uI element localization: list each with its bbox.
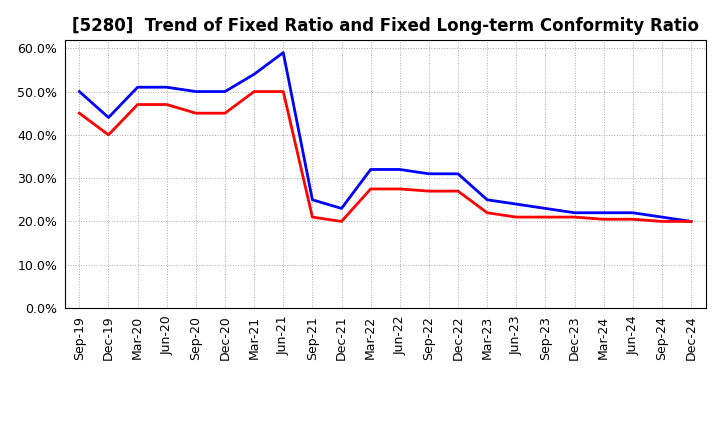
Fixed Long-term Conformity Ratio <box>250 89 258 94</box>
Fixed Ratio <box>75 89 84 94</box>
Title: [5280]  Trend of Fixed Ratio and Fixed Long-term Conformity Ratio: [5280] Trend of Fixed Ratio and Fixed Lo… <box>72 17 698 35</box>
Fixed Long-term Conformity Ratio <box>308 214 317 220</box>
Fixed Ratio <box>192 89 200 94</box>
Fixed Ratio <box>395 167 404 172</box>
Fixed Long-term Conformity Ratio <box>395 186 404 191</box>
Fixed Ratio <box>337 206 346 211</box>
Fixed Ratio <box>454 171 462 176</box>
Fixed Ratio <box>599 210 608 216</box>
Fixed Long-term Conformity Ratio <box>75 110 84 116</box>
Fixed Ratio <box>629 210 637 216</box>
Fixed Long-term Conformity Ratio <box>454 188 462 194</box>
Fixed Ratio <box>541 206 550 211</box>
Fixed Long-term Conformity Ratio <box>425 188 433 194</box>
Fixed Ratio <box>483 197 492 202</box>
Fixed Long-term Conformity Ratio <box>220 110 229 116</box>
Fixed Long-term Conformity Ratio <box>483 210 492 216</box>
Fixed Ratio <box>133 84 142 90</box>
Fixed Ratio <box>657 214 666 220</box>
Fixed Ratio <box>104 115 113 120</box>
Fixed Ratio <box>366 167 375 172</box>
Line: Fixed Long-term Conformity Ratio: Fixed Long-term Conformity Ratio <box>79 92 691 221</box>
Fixed Ratio <box>512 202 521 207</box>
Fixed Long-term Conformity Ratio <box>570 214 579 220</box>
Fixed Long-term Conformity Ratio <box>337 219 346 224</box>
Fixed Ratio <box>570 210 579 216</box>
Fixed Long-term Conformity Ratio <box>133 102 142 107</box>
Fixed Long-term Conformity Ratio <box>541 214 550 220</box>
Fixed Ratio <box>308 197 317 202</box>
Fixed Long-term Conformity Ratio <box>366 186 375 191</box>
Fixed Ratio <box>220 89 229 94</box>
Fixed Long-term Conformity Ratio <box>629 216 637 222</box>
Line: Fixed Ratio: Fixed Ratio <box>79 53 691 221</box>
Fixed Long-term Conformity Ratio <box>279 89 287 94</box>
Fixed Long-term Conformity Ratio <box>687 219 696 224</box>
Fixed Long-term Conformity Ratio <box>512 214 521 220</box>
Fixed Long-term Conformity Ratio <box>657 219 666 224</box>
Fixed Ratio <box>279 50 287 55</box>
Fixed Ratio <box>687 219 696 224</box>
Fixed Long-term Conformity Ratio <box>599 216 608 222</box>
Fixed Ratio <box>250 72 258 77</box>
Fixed Long-term Conformity Ratio <box>163 102 171 107</box>
Fixed Ratio <box>425 171 433 176</box>
Fixed Long-term Conformity Ratio <box>192 110 200 116</box>
Fixed Ratio <box>163 84 171 90</box>
Fixed Long-term Conformity Ratio <box>104 132 113 137</box>
